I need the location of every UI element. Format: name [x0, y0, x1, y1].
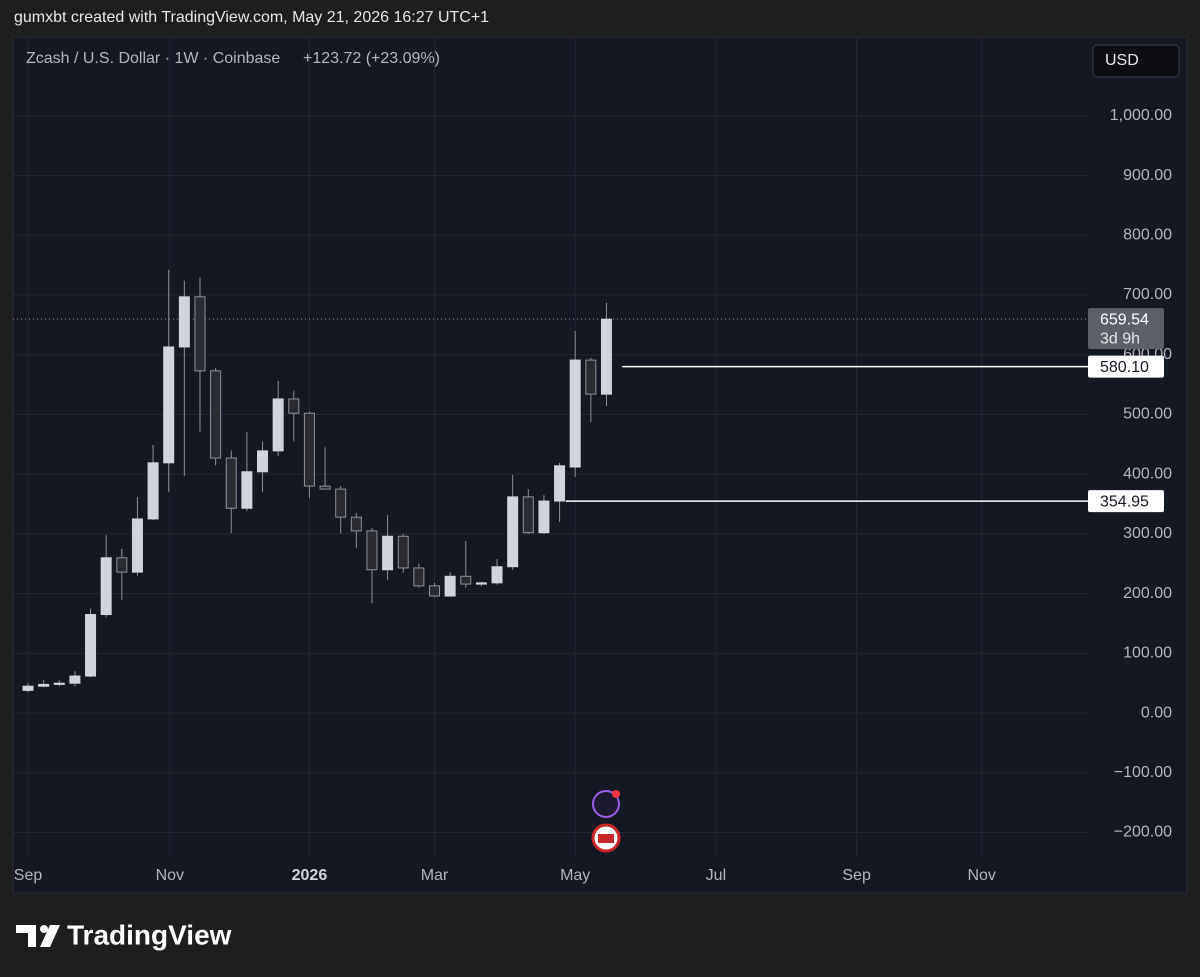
candle-body	[288, 398, 300, 414]
logo-dot	[40, 925, 48, 933]
y-tick-label: 900.00	[1123, 167, 1172, 184]
candle-body	[397, 535, 409, 569]
y-tick-label: 200.00	[1123, 585, 1172, 602]
y-tick-label: −200.00	[1114, 824, 1172, 841]
candle-body	[507, 496, 519, 568]
candle-body	[444, 575, 456, 597]
candle-body	[272, 398, 284, 452]
price-label: 354.95	[1100, 493, 1149, 510]
currency-label[interactable]: USD	[1105, 52, 1139, 69]
event-icons	[591, 790, 621, 853]
candle-body	[428, 585, 440, 597]
y-tick-label: 0.00	[1141, 704, 1172, 721]
candle-body	[554, 465, 566, 502]
last-price-label: 659.54	[1100, 311, 1149, 328]
flag	[598, 834, 614, 843]
price-change: +123.72 (+23.09%)	[303, 50, 440, 67]
event-dot	[612, 790, 620, 798]
candle-body	[491, 566, 503, 584]
plot: Sep Nov 2026 Mar May Jul Sep Nov −200.00 −100.00 0…	[13, 37, 1172, 884]
y-tick-label: 100.00	[1123, 645, 1172, 662]
candle-body	[100, 557, 112, 616]
attribution: gumxbt created with TradingView.com, May…	[14, 9, 489, 26]
candle-body	[366, 530, 378, 571]
candle-body	[38, 683, 50, 687]
x-tick-label: Sep	[842, 867, 871, 884]
last-price-box	[1088, 308, 1164, 350]
x-tick-label: Mar	[421, 867, 449, 884]
countdown-label: 3d 9h	[1100, 330, 1140, 347]
candle-body	[538, 500, 550, 534]
candle-body	[178, 296, 190, 348]
y-tick-label: 400.00	[1123, 465, 1172, 482]
y-tick-label: 800.00	[1123, 226, 1172, 243]
x-tick-label: May	[560, 867, 590, 884]
candle-body	[569, 359, 581, 468]
x-tick-label: Nov	[967, 867, 995, 884]
candle-body	[382, 535, 394, 571]
candle-body	[319, 485, 331, 490]
chart-title: Zcash / U.S. Dollar · 1W · Coinbase	[26, 50, 280, 67]
currency-button[interactable]	[1092, 44, 1180, 78]
x-tick-label: Sep	[14, 867, 43, 884]
candle-body	[350, 516, 362, 532]
y-tick-label: −100.00	[1114, 764, 1172, 781]
event-icon[interactable]	[592, 790, 620, 818]
candle-body	[522, 496, 534, 534]
candle-body	[69, 675, 81, 684]
candle-body	[116, 557, 128, 573]
candle-body	[53, 682, 65, 685]
logo-mark	[40, 925, 60, 947]
candle-body	[163, 346, 175, 464]
candle-body	[225, 457, 237, 509]
y-tick-label: 300.00	[1123, 525, 1172, 542]
candle-body	[210, 370, 222, 459]
candle-body	[257, 450, 269, 473]
candle-body	[85, 614, 97, 677]
candle-body	[475, 582, 487, 585]
candle-body	[241, 471, 253, 509]
price-label-box	[1088, 355, 1164, 378]
candle-body	[413, 567, 425, 587]
y-tick-label: 500.00	[1123, 406, 1172, 423]
logo-mark	[16, 925, 36, 947]
candle-body	[335, 488, 347, 518]
chart-panel	[12, 36, 1188, 894]
candle-body	[585, 359, 597, 395]
x-tick-label: Jul	[706, 867, 726, 884]
candle-body	[600, 318, 612, 395]
candle-body	[147, 462, 159, 520]
candle-body	[131, 518, 143, 573]
candle-body	[22, 685, 34, 691]
brand-name: TradingView	[67, 919, 232, 950]
y-tick-label: 700.00	[1123, 286, 1172, 303]
price-label: 580.10	[1100, 359, 1149, 376]
brand-logo	[16, 925, 60, 947]
candle-body	[460, 575, 472, 585]
y-tick-label: 1,000.00	[1110, 107, 1172, 124]
candle-body	[194, 296, 206, 372]
price-label-box	[1088, 490, 1164, 513]
candle-body	[303, 412, 315, 487]
x-tick-label: Nov	[156, 867, 184, 884]
x-tick-label: 2026	[292, 867, 328, 884]
